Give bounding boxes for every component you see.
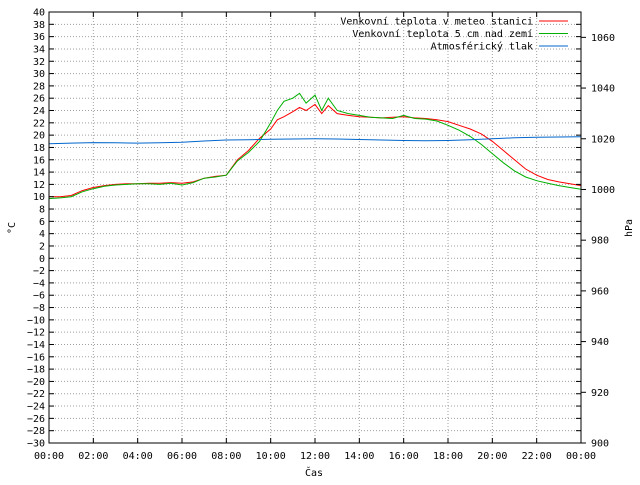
series-line-3 [48,136,582,145]
y-left-tick-label: 40 [33,8,45,19]
y-left-tick-label: 12 [33,180,45,191]
x-tick-label: 02:00 [78,451,108,462]
series-line-2 [48,92,582,200]
y-left-tick-label: −2 [33,266,45,277]
y-left-tick-label: 30 [33,69,45,80]
y-left-tick-label: 38 [33,20,45,31]
y-left-tick-label: −28 [27,426,45,437]
y-left-tick-label: 18 [33,143,45,154]
y-right-tick-label: 900 [591,439,609,450]
y-left-tick-label: 16 [33,155,45,166]
y-left-tick-label: −10 [27,315,45,326]
x-tick-label: 00:00 [34,451,64,462]
y-left-tick-label: 14 [33,168,45,179]
axis-ticks [48,11,586,444]
series-lines [48,92,582,200]
x-tick-label: 20:00 [477,451,507,462]
y-left-tick-label: −14 [27,340,45,351]
y-left-tick-label: −22 [27,389,45,400]
y-left-tick-label: 6 [39,217,45,228]
legend-label-2: Venkovní teplota 5 cm nad zemí [352,28,533,40]
x-tick-label: 14:00 [344,451,374,462]
y-left-tick-label: 2 [39,241,45,252]
y-left-tick-label: 8 [39,205,45,216]
y-left-tick-label: −20 [27,377,45,388]
legend-label-1: Venkovní teplota v meteo stanici [340,16,533,28]
y-right-tick-label: 1060 [591,33,615,44]
x-tick-label: 22:00 [522,451,552,462]
y-left-tick-label: 26 [33,94,45,105]
tick-labels: −30−28−26−24−22−20−18−16−14−12−10−8−6−4−… [27,8,615,463]
y-right-tick-label: 1020 [591,134,615,145]
legend: Venkovní teplota v meteo staniciVenkovní… [340,16,568,53]
y-left-tick-label: −12 [27,328,45,339]
y-left-tick-label: 24 [33,106,45,117]
y-left-tick-label: −4 [33,278,45,289]
grid-lines [48,11,582,444]
y-left-tick-label: 4 [39,229,45,240]
y-left-tick-label: −30 [27,439,45,450]
legend-label-3: Atmosférický tlak [431,41,533,53]
y-left-tick-label: 34 [33,44,45,55]
y-right-tick-label: 960 [591,286,609,297]
y-right-tick-label: 1000 [591,185,615,196]
y-left-tick-label: 10 [33,192,45,203]
y-left-tick-label: 20 [33,131,45,142]
x-tick-label: 18:00 [433,451,463,462]
y-left-tick-label: −8 [33,303,45,314]
y-left-tick-label: −18 [27,365,45,376]
x-tick-label: 08:00 [211,451,241,462]
x-tick-label: 06:00 [167,451,197,462]
y-right-tick-label: 1040 [591,84,615,95]
x-axis-label: Čas [305,466,323,479]
y-axis-left-label: °C [7,222,18,234]
y-right-tick-label: 920 [591,388,609,399]
y-left-tick-label: −16 [27,352,45,363]
y-left-tick-label: 32 [33,57,45,68]
x-tick-label: 16:00 [389,451,419,462]
y-left-tick-label: −26 [27,414,45,425]
y-left-tick-label: 0 [39,254,45,265]
y-left-tick-label: 22 [33,118,45,129]
y-left-tick-label: 28 [33,81,45,92]
x-tick-label: 04:00 [123,451,153,462]
x-tick-label: 00:00 [566,451,596,462]
x-tick-label: 12:00 [300,451,330,462]
y-left-tick-label: −6 [33,291,45,302]
y-right-tick-label: 940 [591,337,609,348]
x-tick-label: 10:00 [256,451,286,462]
y-left-tick-label: −24 [27,402,45,413]
y-left-tick-label: 36 [33,32,45,43]
y-right-tick-label: 980 [591,236,609,247]
y-axis-right-label: hPa [624,219,635,237]
